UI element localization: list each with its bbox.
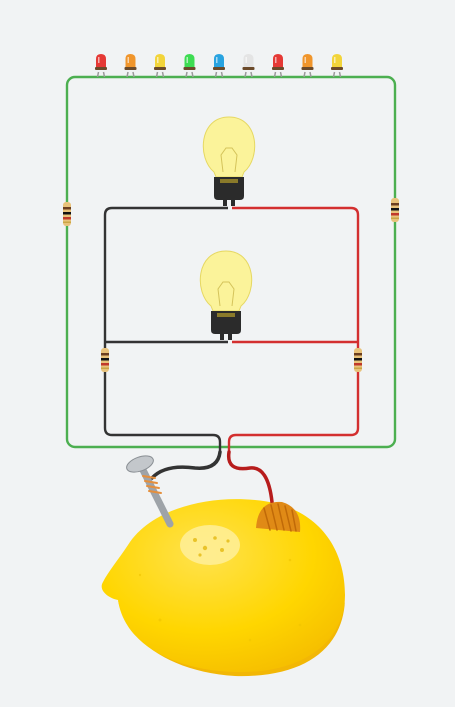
led-6[interactable] — [242, 54, 255, 78]
led-4[interactable] — [183, 54, 196, 78]
copper-lead-wire[interactable] — [226, 450, 274, 504]
nail-lead-wire[interactable] — [150, 450, 222, 480]
lemon-battery — [101, 499, 345, 677]
led-strip — [95, 54, 343, 78]
right-inner-resistor[interactable] — [354, 348, 362, 372]
outer-wire-loop[interactable] — [65, 75, 397, 449]
zinc-nail-electrode[interactable] — [124, 453, 174, 528]
led-7[interactable] — [272, 54, 284, 78]
led-2[interactable] — [124, 54, 137, 78]
top-light-bulb[interactable] — [202, 116, 256, 206]
bottom-light-bulb[interactable] — [199, 250, 253, 340]
led-8[interactable] — [301, 54, 314, 78]
led-9[interactable] — [331, 54, 343, 78]
lemon[interactable] — [101, 499, 345, 673]
led-1[interactable] — [95, 54, 107, 78]
led-5[interactable] — [213, 54, 225, 78]
left-inner-resistor[interactable] — [101, 348, 109, 372]
lemon-pulp-spot — [180, 525, 240, 565]
right-outer-resistor[interactable] — [391, 198, 399, 222]
positive-wire[interactable] — [227, 206, 360, 452]
left-outer-resistor[interactable] — [63, 202, 71, 226]
led-3[interactable] — [154, 54, 166, 78]
copper-coil-electrode[interactable] — [256, 501, 301, 532]
negative-wire[interactable] — [103, 206, 228, 452]
